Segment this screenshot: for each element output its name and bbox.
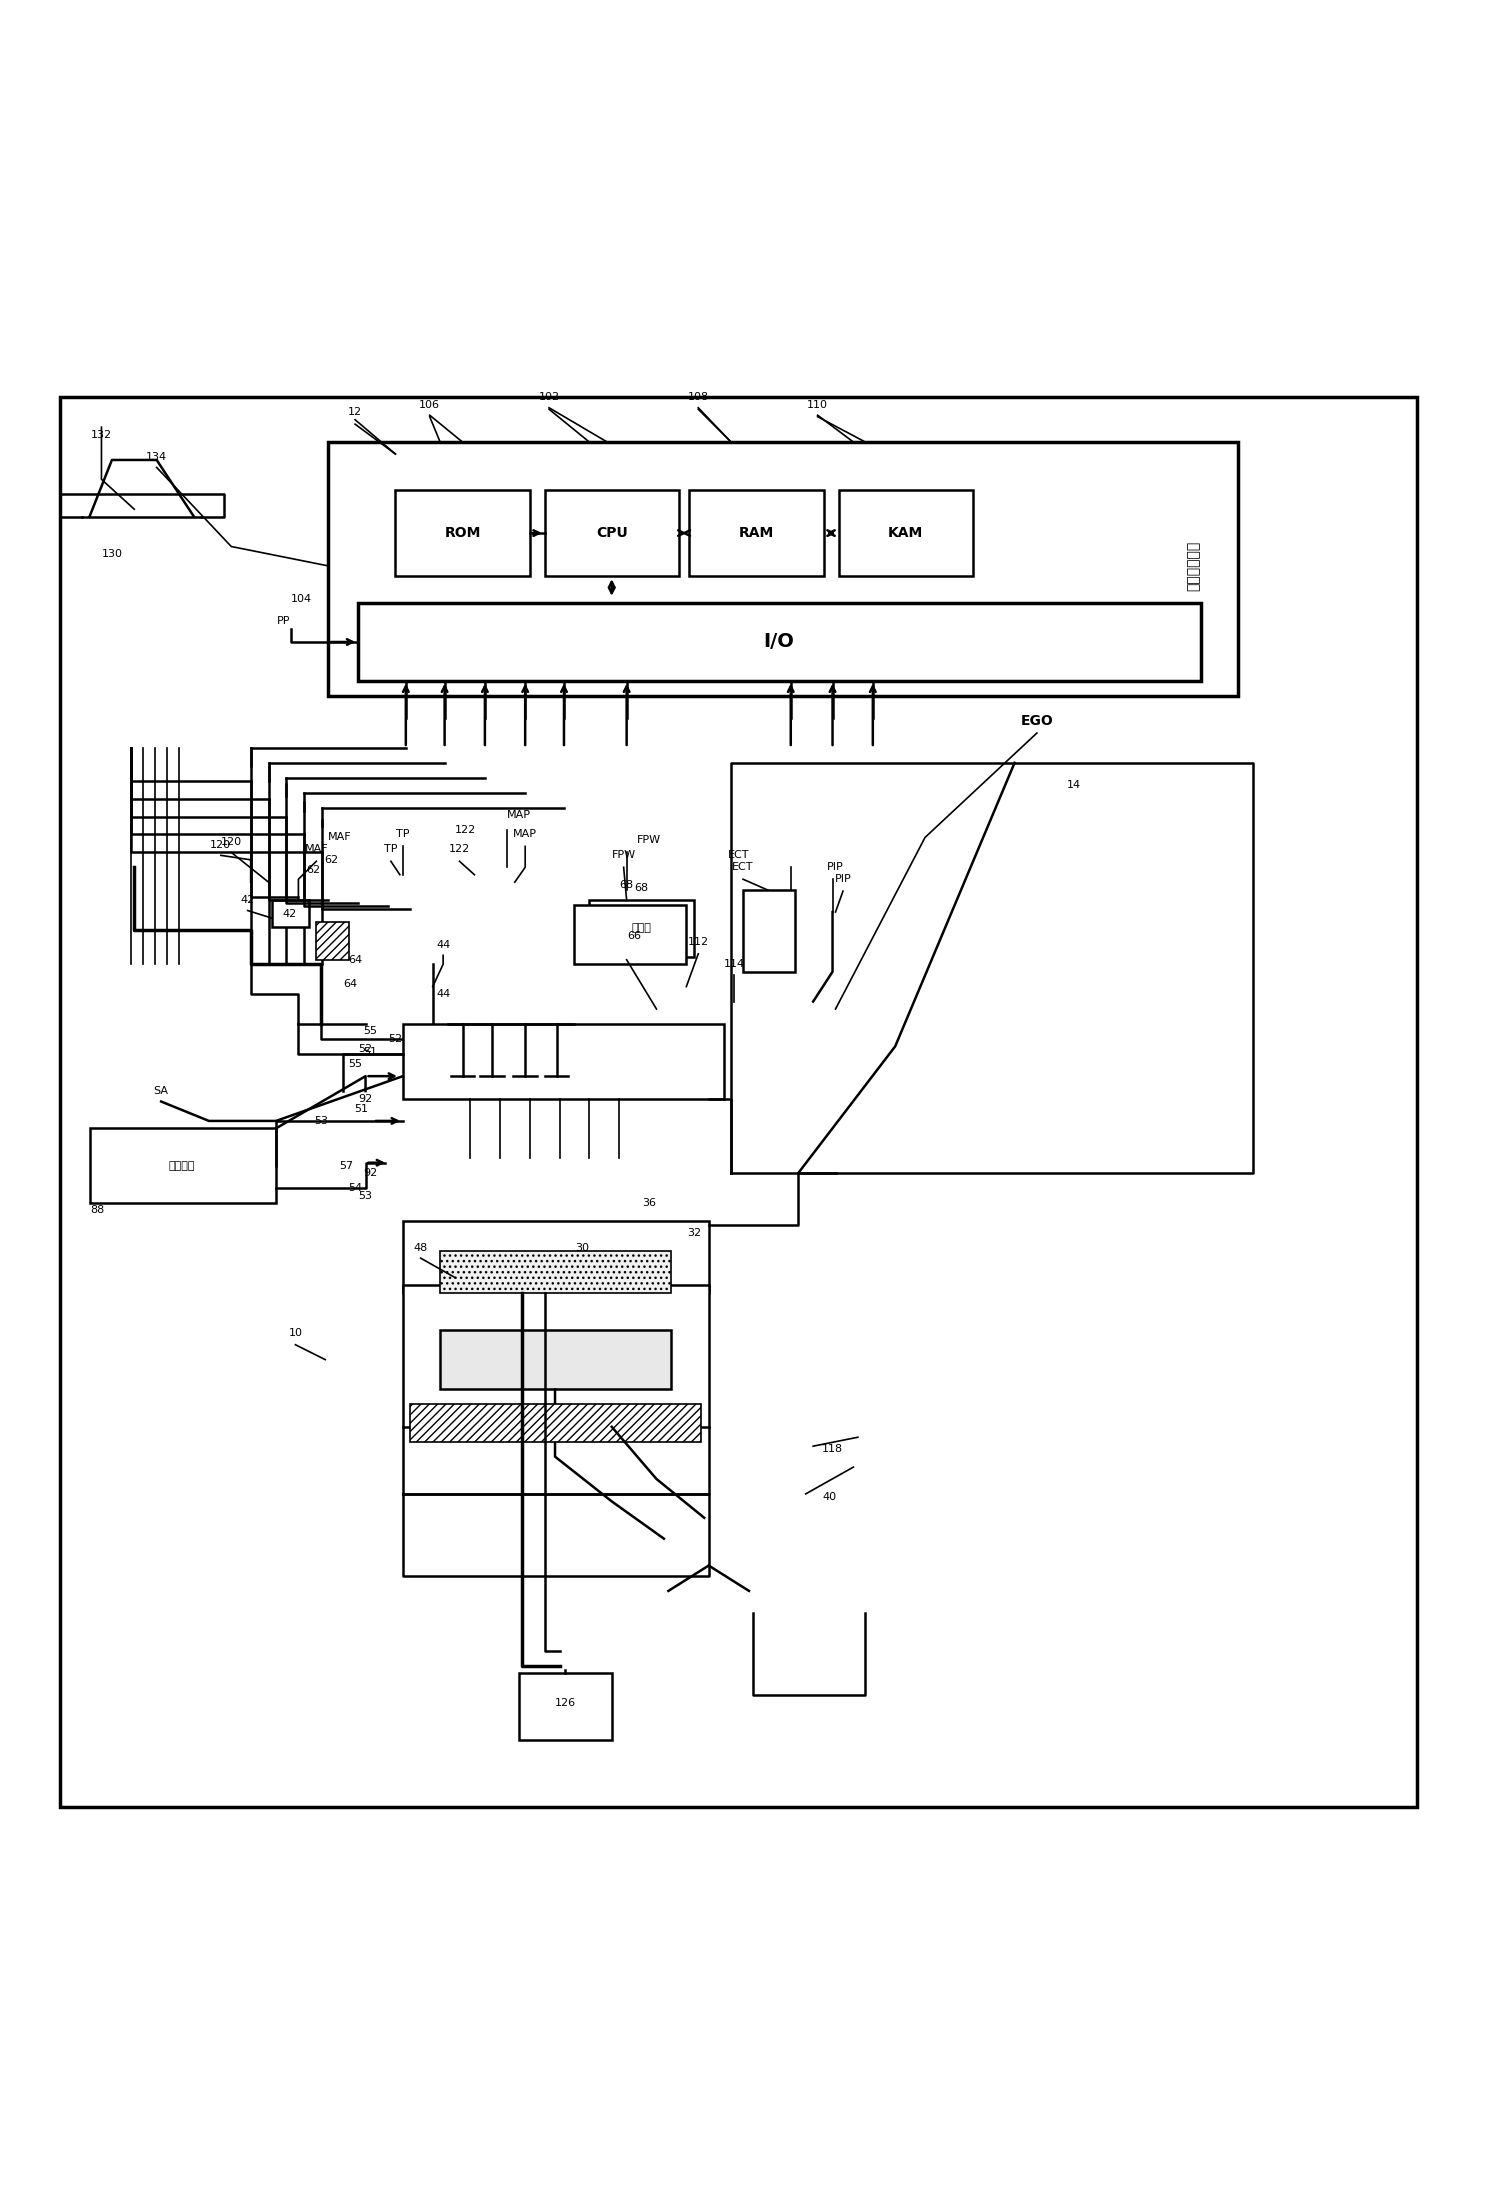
Text: 122: 122	[455, 825, 476, 834]
Text: 57: 57	[339, 1161, 354, 1170]
Circle shape	[169, 529, 181, 540]
Bar	[574, 905, 686, 964]
Text: MAP: MAP	[507, 810, 531, 821]
Text: 52: 52	[388, 1033, 403, 1044]
Bar	[316, 922, 349, 960]
Bar	[90, 1128, 276, 1203]
Text: PIP: PIP	[834, 874, 852, 885]
Text: 62: 62	[324, 854, 339, 865]
Bar	[410, 1405, 701, 1442]
Circle shape	[103, 529, 115, 540]
Bar	[410, 1031, 716, 1091]
Bar	[440, 1329, 671, 1389]
Text: 44: 44	[436, 940, 451, 949]
Text: 130: 130	[101, 549, 122, 560]
Text: 64: 64	[348, 956, 363, 964]
Bar	[689, 489, 824, 577]
Text: 122: 122	[449, 845, 470, 854]
Bar	[545, 489, 679, 577]
Text: 32: 32	[686, 1228, 701, 1239]
Text: 92: 92	[363, 1168, 377, 1179]
Text: FPW: FPW	[612, 849, 636, 860]
Bar	[358, 604, 1201, 681]
Text: 88: 88	[90, 1206, 104, 1214]
Text: 40: 40	[822, 1491, 837, 1502]
Text: 120: 120	[221, 836, 242, 847]
Text: 14: 14	[1067, 781, 1082, 790]
Text: ECT: ECT	[733, 863, 753, 872]
Text: 执行器: 执行器	[631, 922, 652, 933]
Text: 102: 102	[539, 392, 560, 403]
Text: 55: 55	[363, 1026, 377, 1037]
Text: PIP: PIP	[827, 863, 844, 872]
Text: 68: 68	[634, 883, 649, 894]
Text: 42: 42	[240, 896, 255, 905]
Text: MAF: MAF	[328, 832, 352, 843]
Text: 134: 134	[146, 451, 167, 462]
Text: 64: 64	[343, 978, 358, 989]
Text: I/O: I/O	[764, 633, 794, 653]
Text: 51: 51	[354, 1104, 369, 1115]
Text: MAP: MAP	[513, 830, 537, 841]
Text: 132: 132	[91, 429, 112, 440]
Text: 66: 66	[627, 931, 642, 940]
Text: 108: 108	[688, 392, 709, 403]
Bar	[403, 1221, 709, 1292]
Text: 53: 53	[313, 1115, 328, 1126]
Text: 10: 10	[288, 1327, 303, 1338]
Text: 62: 62	[306, 865, 321, 876]
Text: 114: 114	[724, 960, 745, 969]
Text: 112: 112	[688, 938, 709, 947]
Text: 36: 36	[642, 1199, 656, 1208]
Bar	[410, 1228, 701, 1285]
Text: 118: 118	[822, 1444, 843, 1453]
Bar	[403, 1285, 709, 1427]
Bar	[395, 489, 530, 577]
Bar	[519, 1672, 612, 1741]
Text: 52: 52	[358, 1044, 373, 1055]
Bar	[440, 1250, 671, 1292]
Text: 12: 12	[348, 407, 363, 418]
Text: ROM: ROM	[445, 526, 480, 540]
Bar	[839, 489, 973, 577]
Text: 110: 110	[807, 400, 828, 409]
Text: 51: 51	[363, 1046, 377, 1057]
Text: 68: 68	[619, 880, 634, 889]
Text: 106: 106	[419, 400, 440, 409]
Text: TP: TP	[395, 830, 410, 841]
Bar	[743, 889, 795, 971]
Text: 42: 42	[282, 909, 297, 918]
Text: 126: 126	[555, 1699, 576, 1708]
Text: PP: PP	[276, 617, 291, 626]
Text: 点火系统: 点火系统	[169, 1161, 195, 1170]
Bar	[589, 900, 694, 958]
Text: 53: 53	[358, 1190, 373, 1201]
Text: MAF: MAF	[304, 845, 328, 854]
Text: 55: 55	[348, 1060, 363, 1068]
Text: RAM: RAM	[739, 526, 774, 540]
Text: 48: 48	[413, 1243, 428, 1252]
Text: TP: TP	[383, 845, 398, 854]
Text: 92: 92	[358, 1093, 373, 1104]
Text: ECT: ECT	[728, 849, 749, 860]
Bar	[403, 1024, 724, 1099]
Bar	[272, 900, 309, 927]
Text: 54: 54	[348, 1183, 363, 1192]
Bar	[328, 442, 1238, 697]
Text: FPW: FPW	[637, 836, 661, 845]
Text: KAM: KAM	[888, 526, 924, 540]
Text: 发动机控制器: 发动机控制器	[1186, 540, 1201, 591]
Text: SA: SA	[154, 1086, 169, 1097]
Text: 120: 120	[210, 841, 231, 849]
Text: 30: 30	[574, 1243, 589, 1252]
Text: EGO: EGO	[1021, 714, 1053, 728]
Text: 104: 104	[291, 593, 312, 604]
Text: 44: 44	[436, 989, 451, 1000]
Text: CPU: CPU	[595, 526, 628, 540]
